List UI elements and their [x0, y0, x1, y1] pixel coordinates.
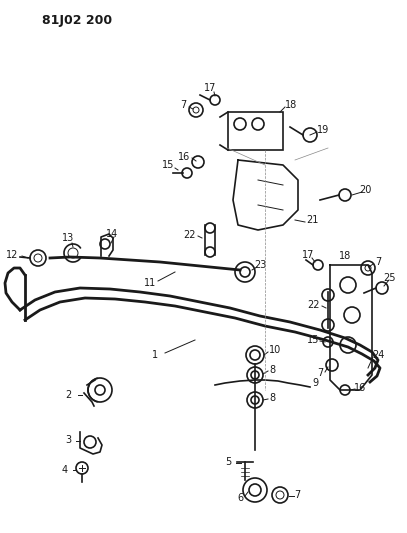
- Text: 10: 10: [269, 345, 281, 355]
- Text: 1: 1: [152, 350, 158, 360]
- Text: 18: 18: [285, 100, 297, 110]
- Text: 6: 6: [237, 493, 243, 503]
- Text: 81J02 200: 81J02 200: [42, 14, 112, 27]
- Text: 12: 12: [6, 250, 18, 260]
- Text: 22: 22: [307, 300, 319, 310]
- Text: 3: 3: [65, 435, 71, 445]
- Text: 15: 15: [307, 335, 319, 345]
- Text: 7: 7: [317, 368, 323, 378]
- Text: 18: 18: [339, 251, 351, 261]
- Text: 21: 21: [306, 215, 318, 225]
- Text: 20: 20: [359, 185, 371, 195]
- Text: 7: 7: [375, 257, 381, 267]
- Text: 13: 13: [62, 233, 74, 243]
- Text: 22: 22: [184, 230, 196, 240]
- Text: 2: 2: [65, 390, 71, 400]
- Text: 17: 17: [204, 83, 216, 93]
- Text: 15: 15: [162, 160, 174, 170]
- Text: 7: 7: [294, 490, 300, 500]
- Text: 16: 16: [178, 152, 190, 162]
- Text: 16: 16: [354, 383, 366, 393]
- Bar: [228, 112, 283, 150]
- Text: 23: 23: [254, 260, 266, 270]
- Text: 5: 5: [225, 457, 231, 467]
- Text: 7: 7: [180, 100, 186, 110]
- Text: 9: 9: [312, 378, 318, 388]
- Text: 8: 8: [269, 365, 275, 375]
- Text: 17: 17: [302, 250, 314, 260]
- Text: 25: 25: [384, 273, 396, 283]
- Text: 24: 24: [372, 350, 384, 360]
- Text: 19: 19: [317, 125, 329, 135]
- Text: 11: 11: [144, 278, 156, 288]
- Text: 4: 4: [62, 465, 68, 475]
- Text: 14: 14: [106, 229, 118, 239]
- Text: 8: 8: [269, 393, 275, 403]
